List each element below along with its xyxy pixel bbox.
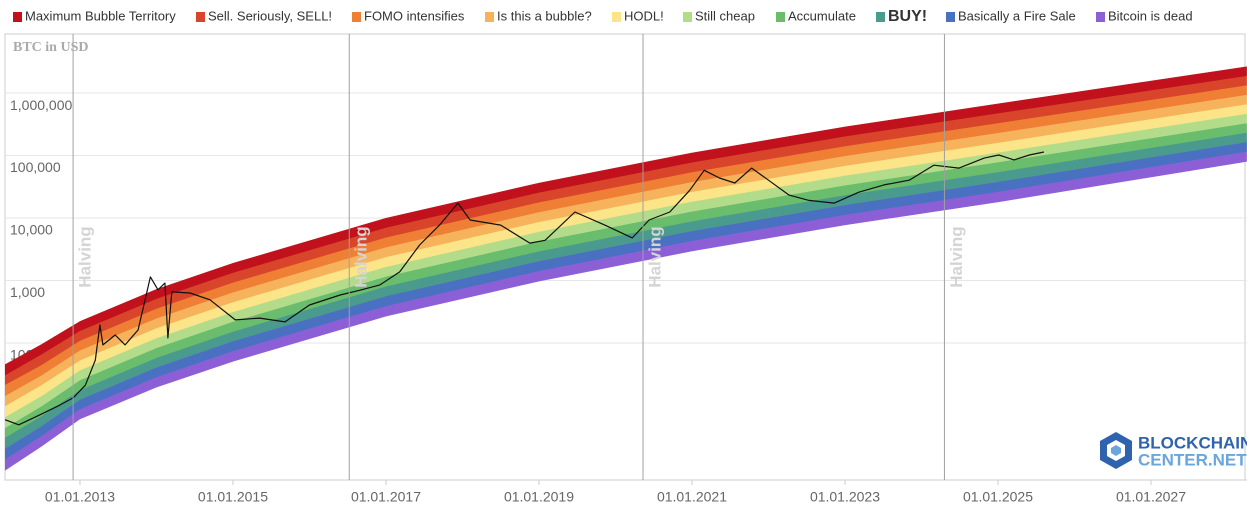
- y-tick-label: 10,000: [10, 222, 53, 238]
- x-tick-label: 01.01.2023: [810, 489, 880, 505]
- legend-item: HODL!: [624, 8, 664, 23]
- legend-item: Accumulate: [788, 8, 856, 23]
- legend-marker: [776, 12, 785, 22]
- annotations: Halving Halving Halving Halving: [72, 34, 966, 480]
- legend-marker: [352, 12, 361, 22]
- x-tick-label: 01.01.2015: [198, 489, 268, 505]
- x-tick-label: 01.01.2021: [657, 489, 727, 505]
- logo-icon-core: [1111, 445, 1121, 456]
- plot-area: [5, 66, 1247, 471]
- legend-marker: [485, 12, 494, 22]
- legend-item: Bitcoin is dead: [1108, 8, 1193, 23]
- legend-item: Maximum Bubble Territory: [25, 8, 176, 23]
- legend-item: Basically a Fire Sale: [958, 8, 1076, 23]
- halving-label: Halving: [76, 226, 95, 287]
- x-tick-label: 01.01.2019: [504, 489, 574, 505]
- legend-item: FOMO intensifies: [364, 8, 465, 23]
- legend-marker: [876, 12, 885, 22]
- legend-marker: [612, 12, 621, 22]
- legend-item: Is this a bubble?: [497, 8, 592, 23]
- legend-marker: [683, 12, 692, 22]
- y-axis-title: BTC in USD: [13, 40, 88, 55]
- x-tick-label: 01.01.2027: [1116, 489, 1186, 505]
- legend-item: Still cheap: [695, 8, 755, 23]
- y-tick-label: 100,000: [10, 159, 61, 175]
- legend-item: BUY!: [888, 8, 927, 25]
- halving-label: Halving: [947, 226, 966, 287]
- legend-marker: [13, 12, 22, 22]
- x-tick-label: 01.01.2025: [963, 489, 1033, 505]
- x-tick-label: 01.01.2013: [45, 489, 115, 505]
- y-tick-label: 1,000,000: [10, 97, 72, 113]
- logo-text: BLOCKCHAIN: [1138, 433, 1247, 452]
- watermark: BLOCKCHAIN CENTER.NET: [1100, 432, 1247, 469]
- legend-marker: [1096, 12, 1105, 22]
- halving-label: Halving: [352, 226, 371, 287]
- price-line: [5, 151, 1045, 426]
- legend-marker: [946, 12, 955, 22]
- legend-marker: [196, 12, 205, 22]
- x-tick-label: 01.01.2017: [351, 489, 421, 505]
- logo-text: CENTER.NET: [1138, 450, 1247, 469]
- legend-item: Sell. Seriously, SELL!: [208, 8, 332, 23]
- halving-label: Halving: [646, 226, 665, 287]
- y-tick-label: 1,000: [10, 284, 45, 300]
- legend: Maximum Bubble Territory Sell. Seriously,…: [13, 8, 1193, 25]
